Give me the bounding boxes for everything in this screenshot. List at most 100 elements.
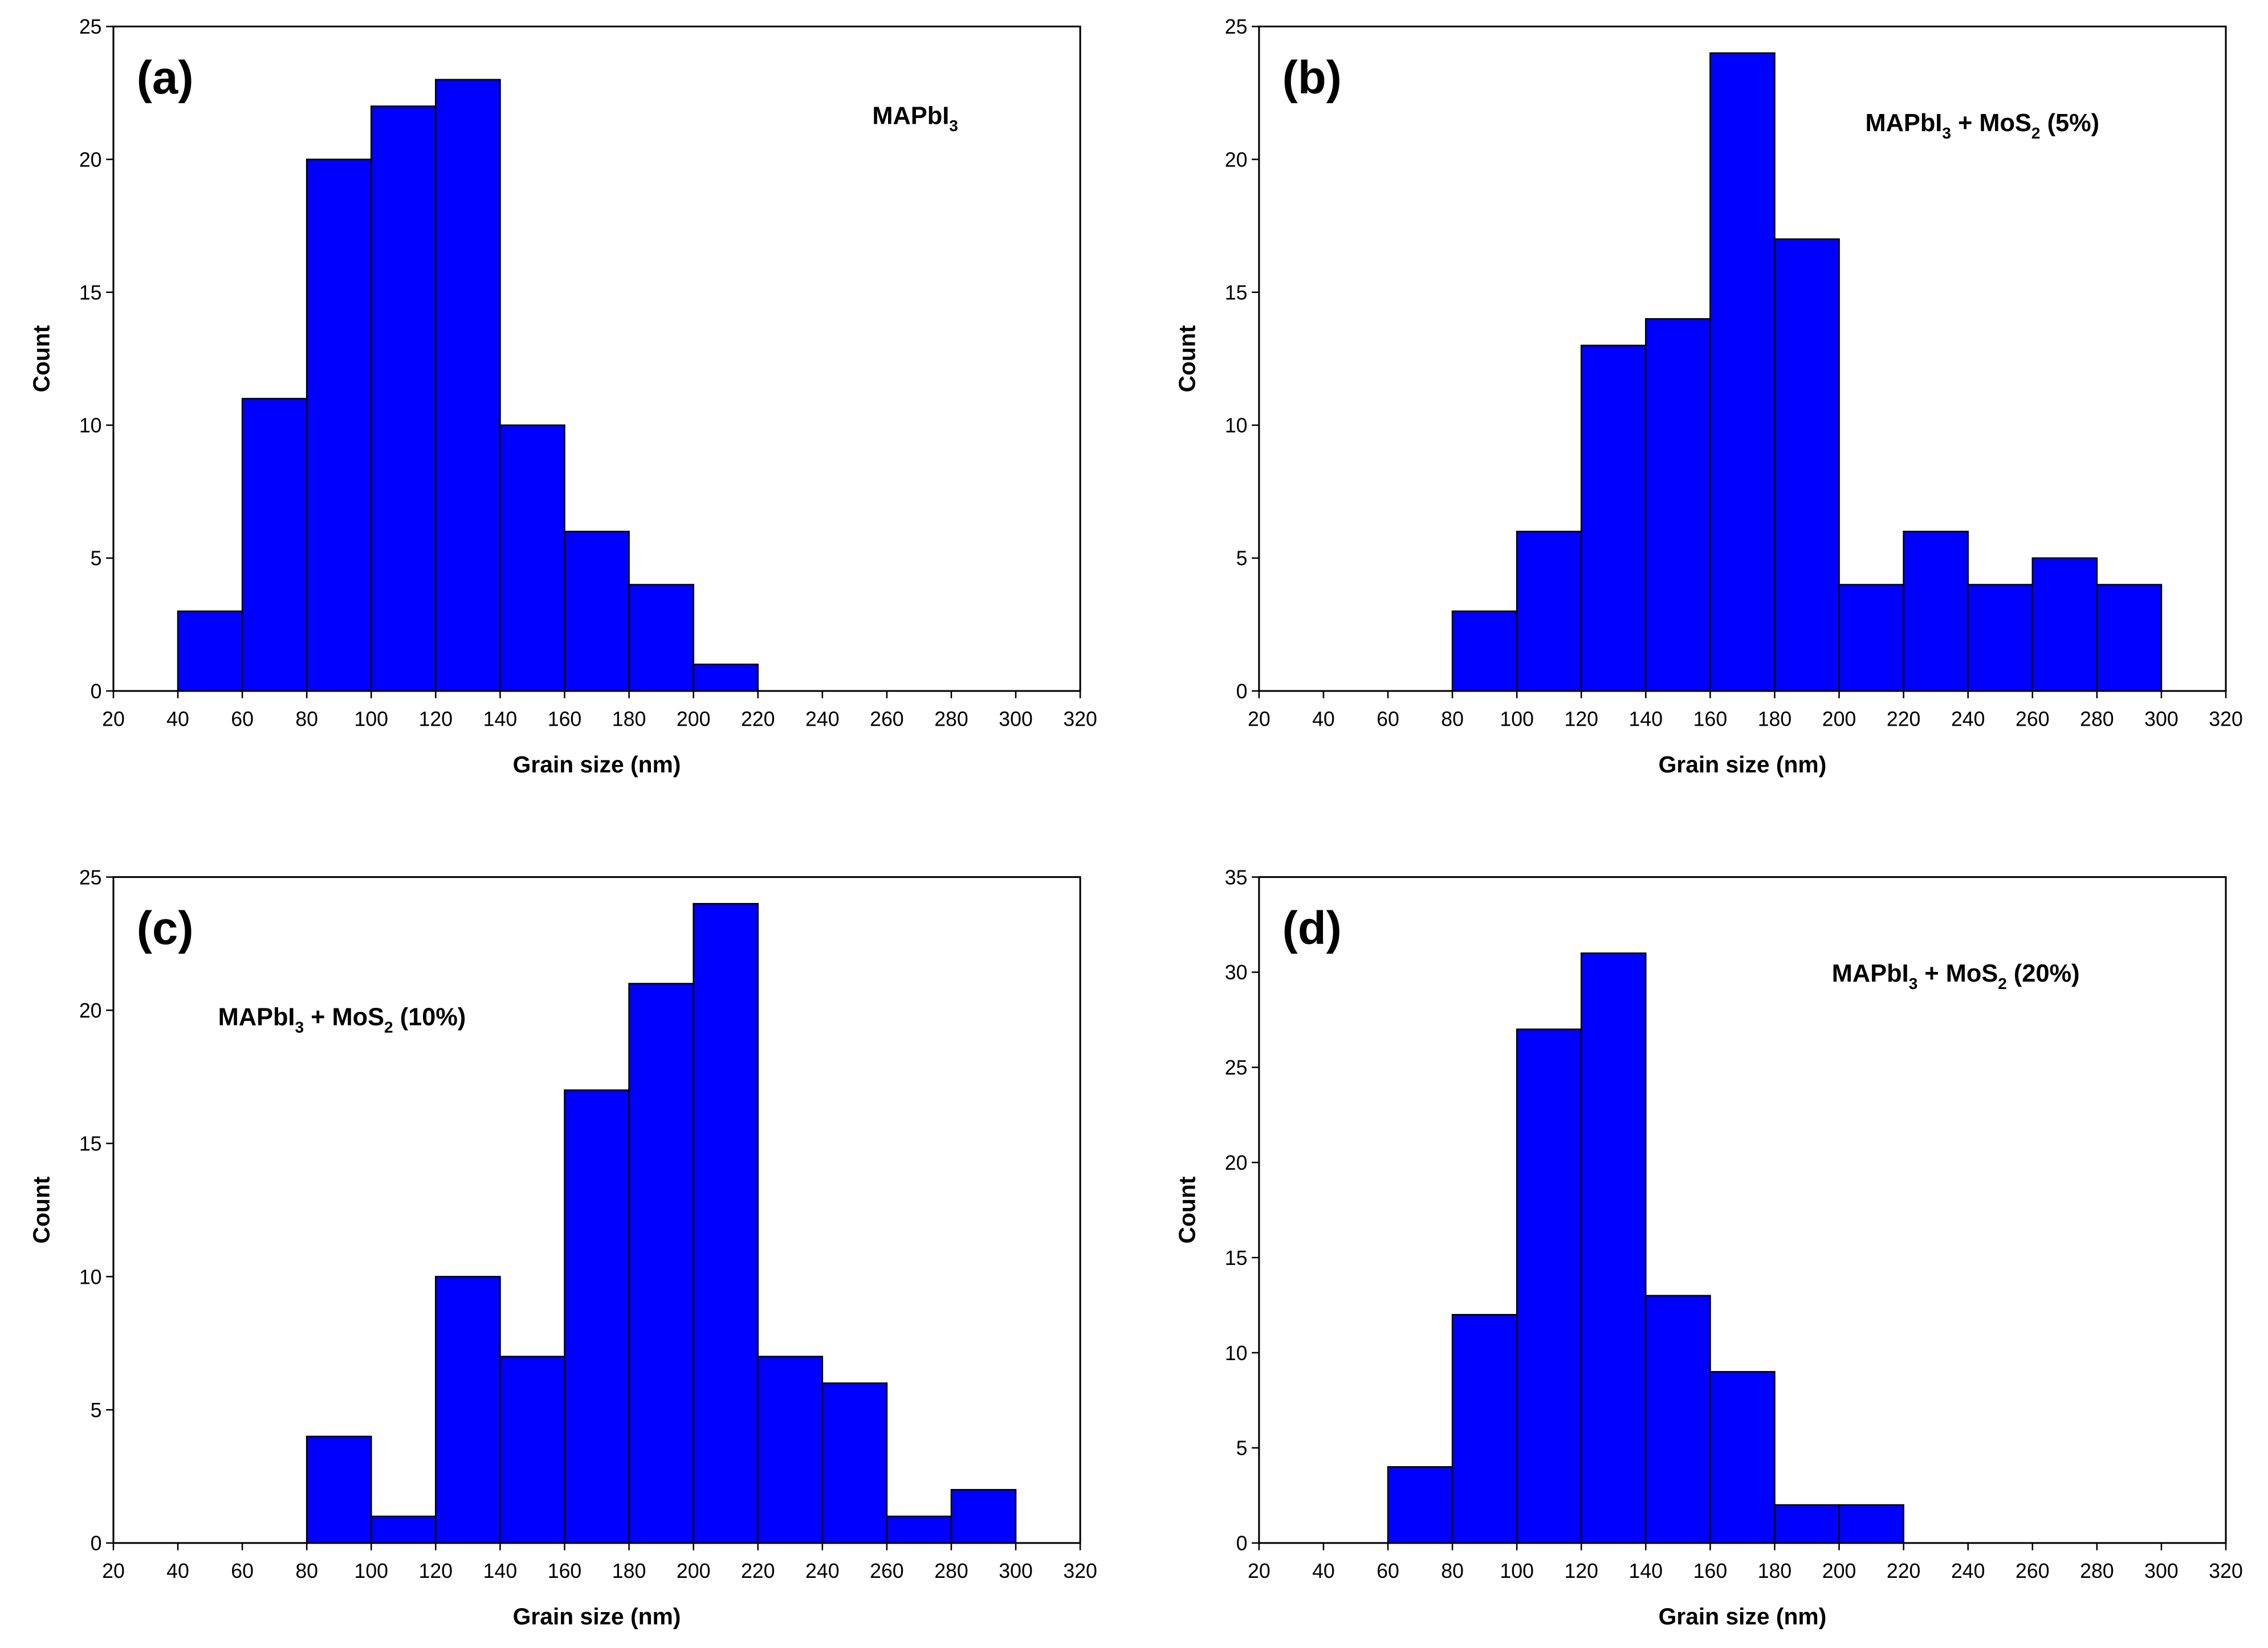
x-tick-label: 60 (1377, 707, 1399, 730)
bar (1451, 1313, 1518, 1544)
x-tick-label: 20 (102, 1560, 125, 1582)
annotation: MAPbI3 + MoS2 (20%) (1832, 960, 2080, 992)
x-tick-label: 260 (2015, 707, 2050, 730)
panel: 20 40 60 80 100 120 140 160 180 200 220 240 260 280 30… (1174, 866, 2243, 1629)
y-tick-label: 20 (1225, 148, 1248, 171)
annotation-text: MAPbI (1832, 960, 1909, 987)
x-tick-label: 60 (1377, 1560, 1399, 1582)
bar (1709, 1371, 1776, 1544)
x-tick-label: 280 (2080, 1560, 2114, 1582)
bar (241, 397, 308, 692)
y-axis-label: Count (1174, 1176, 1200, 1243)
y-tick-label: 10 (79, 414, 102, 437)
panel: 20 40 60 80 100 120 140 160 180 200 220 240 260 280 30… (28, 866, 1097, 1629)
bar (370, 105, 437, 692)
x-tick-label: 160 (548, 707, 582, 730)
y-tick-label: 0 (91, 1532, 102, 1555)
plot-frame (112, 876, 1081, 1544)
y-tick-label: 25 (1225, 1056, 1248, 1079)
x-tick-label: 60 (231, 707, 254, 730)
panel: 20 40 60 80 100 120 140 160 180 200 220 240 260 280 30… (1174, 15, 2243, 778)
panel-label: (d) (1282, 902, 1342, 954)
y-tick-label: 5 (1236, 547, 1248, 570)
bar (2096, 584, 2163, 692)
panel-label: (c) (137, 902, 194, 954)
x-axis-label: Grain size (nm) (1659, 751, 1827, 778)
bar (1580, 952, 1647, 1544)
bar (306, 1435, 372, 1544)
y-tick-label: 5 (91, 1399, 102, 1422)
x-tick-label: 160 (1693, 1560, 1728, 1582)
x-tick-label: 320 (1063, 1560, 1097, 1582)
annotation-text: + MoS (304, 1004, 384, 1031)
x-tick-label: 140 (1629, 1560, 1663, 1582)
bar (177, 610, 243, 692)
x-tick-label: 200 (677, 707, 711, 730)
x-tick-label: 200 (1822, 1560, 1856, 1582)
x-tick-label: 140 (483, 1560, 518, 1582)
x-tick-label: 280 (934, 707, 968, 730)
x-tick-label: 180 (1758, 707, 1792, 730)
bar (628, 983, 694, 1544)
x-tick-label: 240 (805, 1560, 840, 1582)
x-tick-label: 40 (1312, 707, 1335, 730)
y-tick-label: 0 (91, 680, 102, 703)
annotation-text: MAPbI (1865, 109, 1942, 137)
x-tick-label: 140 (1629, 707, 1663, 730)
plot-frame (1258, 876, 2227, 1544)
y-tick-label: 20 (79, 999, 102, 1022)
annotation-text: (10%) (393, 1004, 466, 1031)
annotation-subscript: 2 (2031, 124, 2041, 142)
bar (628, 584, 694, 692)
annotation-text: MAPbI (872, 102, 949, 129)
bar (564, 1089, 630, 1544)
y-tick-label: 10 (1225, 1342, 1248, 1365)
x-tick-label: 280 (934, 1560, 968, 1582)
x-tick-label: 100 (354, 1560, 388, 1582)
bar (950, 1489, 1017, 1544)
bar (1903, 531, 1969, 692)
x-tick-label: 240 (805, 707, 840, 730)
bar (1451, 610, 1518, 692)
annotation-text: (20%) (2007, 960, 2080, 987)
x-tick-label: 160 (548, 1560, 582, 1582)
bar (499, 424, 565, 692)
bar (370, 1515, 437, 1544)
bar (1967, 584, 2034, 692)
y-axis-label: Count (28, 1176, 55, 1243)
bar (1838, 584, 1904, 692)
y-tick-label: 15 (79, 281, 102, 304)
x-tick-label: 220 (1887, 707, 1921, 730)
y-tick-label: 5 (1236, 1437, 1248, 1460)
x-tick-label: 140 (483, 707, 518, 730)
x-tick-label: 300 (999, 707, 1033, 730)
bar (1516, 531, 1582, 692)
bar (886, 1515, 952, 1544)
y-tick-label: 0 (1236, 680, 1248, 703)
x-tick-label: 240 (1951, 1560, 1985, 1582)
x-tick-label: 180 (612, 707, 646, 730)
x-tick-label: 20 (1248, 1560, 1271, 1582)
bar (499, 1356, 565, 1544)
x-tick-label: 300 (999, 1560, 1033, 1582)
x-tick-label: 40 (166, 1560, 189, 1582)
bar (306, 158, 372, 692)
y-tick-label: 15 (79, 1133, 102, 1155)
x-tick-label: 280 (2080, 707, 2114, 730)
annotation-subscript: 3 (1942, 124, 1951, 142)
x-tick-label: 220 (741, 707, 775, 730)
x-tick-label: 300 (2144, 1560, 2179, 1582)
x-axis-label: Grain size (nm) (1659, 1604, 1827, 1630)
y-axis-label: Count (28, 325, 55, 392)
y-tick-label: 30 (1225, 961, 1248, 984)
x-tick-label: 80 (295, 1560, 318, 1582)
x-tick-label: 240 (1951, 707, 1985, 730)
bar (693, 664, 759, 692)
x-axis-label: Grain size (nm) (513, 751, 681, 778)
annotation-subscript: 3 (295, 1019, 304, 1036)
y-axis-label: Count (1174, 325, 1200, 392)
x-tick-label: 20 (102, 707, 125, 730)
annotation-subscript: 3 (949, 117, 958, 135)
